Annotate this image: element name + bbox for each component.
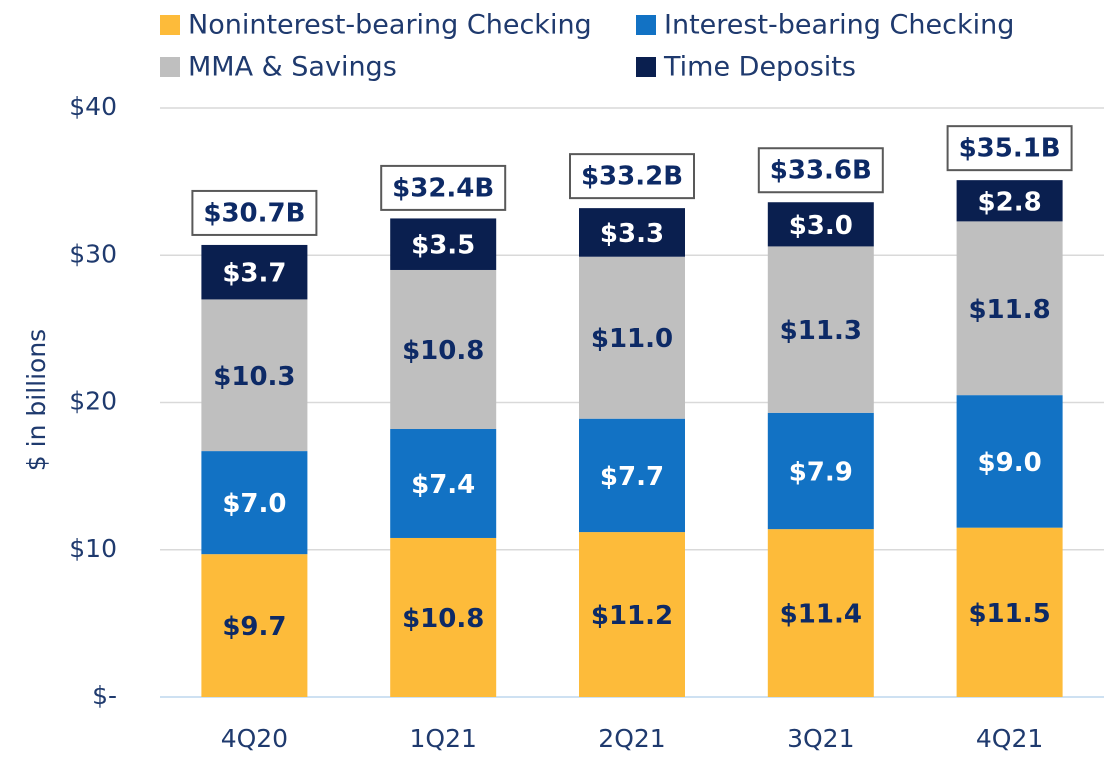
total-box: [191, 189, 318, 236]
data-label: $3.0: [789, 211, 853, 241]
data-label: $7.4: [411, 470, 475, 500]
data-label: $11.4: [780, 600, 862, 630]
data-label: $3.5: [411, 231, 475, 261]
total-label: $33.6B: [770, 156, 872, 186]
bar-segment: [956, 180, 1063, 222]
data-label: $7.9: [789, 457, 853, 487]
total-label: $33.2B: [581, 162, 683, 192]
legend-swatch: [636, 57, 656, 77]
bar-segment: [390, 269, 497, 430]
legend-swatch: [160, 57, 180, 77]
data-label: $11.3: [780, 316, 862, 346]
bar-segment: [767, 202, 874, 247]
bar-segment: [767, 246, 874, 413]
bar-segment: [390, 429, 497, 538]
data-label: $9.7: [222, 612, 286, 642]
legend-label: MMA & Savings: [188, 52, 397, 83]
y-tick-label: $20: [69, 387, 117, 416]
total-label: $35.1B: [959, 134, 1061, 164]
data-label: $11.0: [591, 324, 673, 354]
total-label: $32.4B: [392, 173, 494, 203]
bar-segment: [201, 299, 308, 452]
bar-segment: [390, 537, 497, 697]
total-label: $30.7B: [203, 198, 305, 228]
y-tick-label: $-: [92, 681, 117, 710]
x-tick-label: 4Q20: [221, 724, 288, 753]
x-tick-label: 2Q21: [598, 724, 665, 753]
bar-segment: [201, 451, 308, 555]
total-box: [757, 147, 884, 194]
data-label: $10.3: [213, 362, 295, 392]
y-axis-title: $ in billions: [22, 329, 51, 471]
bar-segment: [579, 256, 685, 419]
data-label: $11.5: [968, 599, 1050, 629]
y-tick-label: $40: [69, 92, 117, 121]
bar-segment: [956, 221, 1063, 396]
data-label: $2.8: [978, 187, 1042, 217]
bar-segment: [579, 208, 685, 257]
legend-label: Noninterest-bearing Checking: [188, 10, 592, 41]
data-label: $9.0: [978, 448, 1042, 478]
data-label: $11.2: [591, 601, 673, 631]
bar-segment: [956, 395, 1063, 528]
x-tick-label: 4Q21: [976, 724, 1043, 753]
data-label: $7.0: [222, 489, 286, 519]
bar-segment: [390, 218, 497, 270]
bar-segment: [201, 244, 308, 300]
legend-label: Interest-bearing Checking: [664, 10, 1014, 41]
total-box: [380, 164, 507, 211]
y-tick-label: $30: [69, 239, 117, 268]
bar-segment: [579, 532, 685, 697]
total-box: [569, 153, 695, 200]
legend-swatch: [160, 15, 180, 35]
bar-segment: [956, 527, 1063, 697]
legend-swatch: [636, 15, 656, 35]
x-tick-label: 3Q21: [787, 724, 854, 753]
bar-segment: [767, 529, 874, 697]
bar-segment: [767, 412, 874, 530]
bar-segment: [201, 554, 308, 697]
data-label: $11.8: [968, 295, 1050, 325]
data-label: $3.3: [600, 219, 664, 249]
data-label: $7.7: [600, 462, 664, 492]
data-label: $10.8: [402, 604, 484, 634]
data-label: $3.7: [222, 259, 286, 289]
total-box: [946, 125, 1073, 172]
y-tick-label: $10: [69, 534, 117, 563]
x-tick-label: 1Q21: [409, 724, 476, 753]
legend-label: Time Deposits: [663, 52, 856, 83]
data-label: $10.8: [402, 336, 484, 366]
bar-segment: [579, 418, 685, 533]
